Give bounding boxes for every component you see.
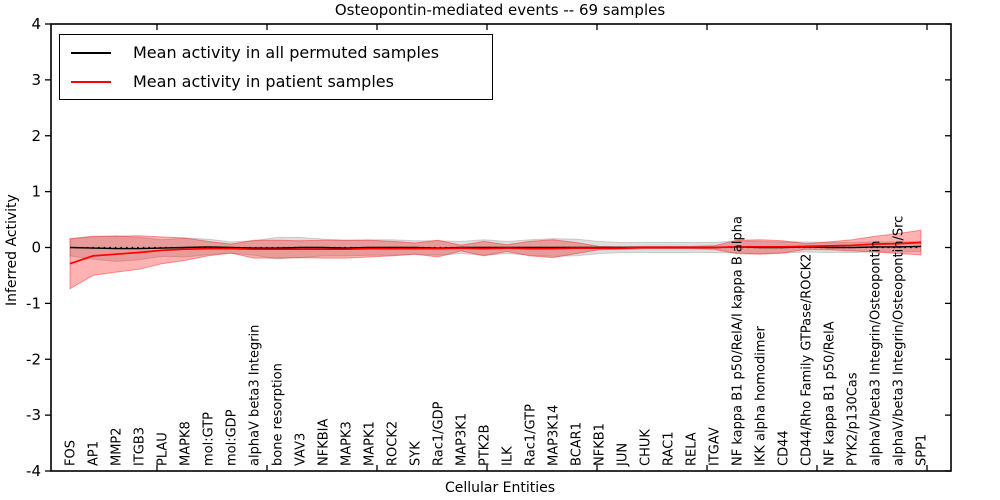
x-category-label: VAV3: [294, 433, 309, 466]
x-category-label: PTK2B: [478, 425, 493, 467]
patient-band: [69, 229, 922, 290]
x-category-label: alphaV beta3 Integrin: [248, 325, 263, 466]
legend-line-patient: [71, 80, 111, 83]
x-category-label: NF kappa B1 p50/RelA: [823, 321, 838, 466]
x-category-label: CHUK: [639, 429, 654, 466]
x-category-label: mol:GDP: [225, 409, 240, 466]
y-tick-label: -3: [26, 406, 41, 424]
y-tick-label: 1: [31, 183, 41, 201]
x-category-label: AP1: [87, 441, 102, 466]
x-category-label: CD44: [777, 430, 792, 466]
x-category-label: MMP2: [110, 427, 125, 466]
y-tick-label: -4: [26, 462, 41, 480]
x-category-label: NF kappa B1 p50/RelA/I kappa B alpha: [731, 216, 746, 466]
x-axis-label: Cellular Entities: [444, 480, 556, 496]
y-tick-label: 2: [31, 127, 41, 145]
x-category-label: SPP1: [915, 434, 930, 466]
patient-line: [69, 241, 922, 265]
x-category-label: FOS: [64, 440, 79, 466]
y-tick-label: -1: [26, 294, 41, 312]
chart-title: Osteopontin-mediated events -- 69 sample…: [334, 1, 666, 19]
x-category-label: MAP3K14: [547, 405, 562, 466]
x-category-label: ROCK2: [386, 421, 401, 466]
x-category-label: RELA: [685, 432, 700, 466]
x-category-label: bone resorption: [271, 363, 286, 466]
x-category-label: RAC1: [662, 431, 677, 466]
x-category-label: alphaV/beta3 Integrin/Osteopontin: [869, 241, 884, 466]
x-category-label: CD44/Rho Family GTPase/ROCK2: [800, 254, 815, 466]
x-category-label: IKK alpha homodimer: [754, 325, 769, 466]
legend-item-patient: Mean activity in patient samples: [71, 71, 492, 93]
x-category-label: BCAR1: [570, 422, 585, 466]
y-tick-label: 4: [31, 15, 41, 33]
legend-item-permuted: Mean activity in all permuted samples: [71, 42, 492, 64]
legend-line-permuted: [71, 51, 111, 54]
y-tick-label: 3: [31, 71, 41, 89]
x-category-label: PLAU: [156, 432, 171, 466]
x-category-label: PYK2/p130Cas: [846, 372, 861, 466]
x-category-label: Rac1/GDP: [432, 401, 447, 466]
x-category-label: MAPK8: [179, 421, 194, 466]
y-tick-label: -2: [26, 350, 41, 368]
x-category-label: NFKBIA: [317, 419, 332, 466]
x-category-label: SYK: [409, 441, 424, 466]
legend-label-patient: Mean activity in patient samples: [133, 71, 394, 91]
x-category-label: JUN: [616, 443, 631, 467]
legend-label-permuted: Mean activity in all permuted samples: [133, 42, 440, 62]
x-category-label: Rac1/GTP: [524, 404, 539, 466]
x-category-label: NFKB1: [593, 423, 608, 466]
x-category-label: MAPK1: [363, 421, 378, 466]
x-category-label: MAP3K1: [455, 413, 470, 466]
legend: Mean activity in all permuted samples Me…: [59, 34, 493, 100]
x-category-label: ILK: [501, 446, 516, 466]
y-tick-label: 0: [31, 239, 41, 257]
x-category-label: alphaV/beta3 Integrin/Osteopontin/Src: [892, 216, 907, 466]
x-category-label: ITGB3: [133, 427, 148, 466]
x-category-label: ITGAV: [708, 427, 723, 466]
x-category-label: MAPK3: [340, 421, 355, 466]
x-category-label: mol:GTP: [202, 412, 217, 466]
